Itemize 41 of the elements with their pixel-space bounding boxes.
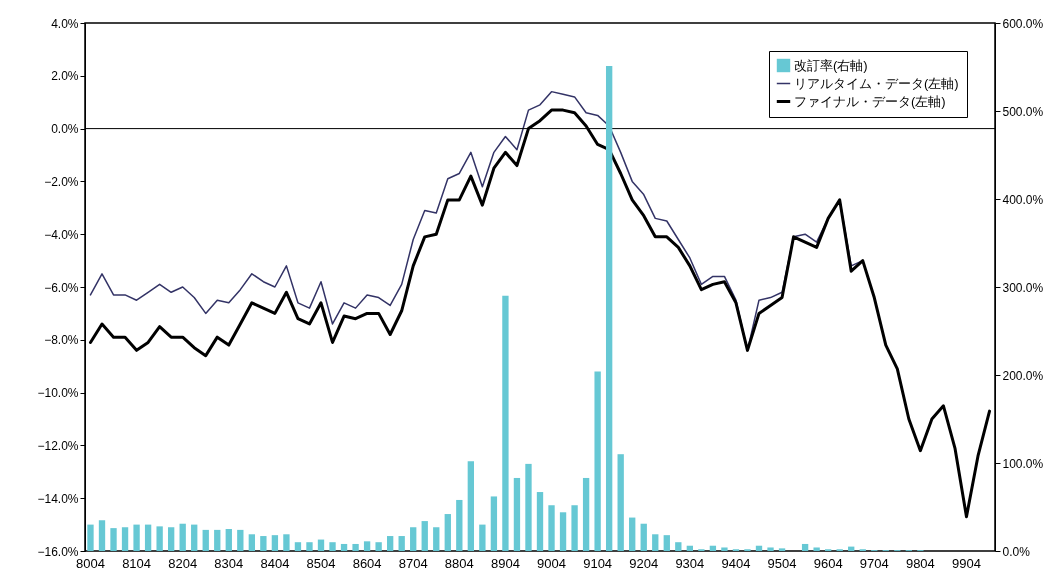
x-tick-label: 9204 [629,555,659,571]
x-tick-label: 9504 [767,555,797,571]
x-tick-label: 8804 [444,555,474,571]
x-tick-label: 8404 [260,555,290,571]
legend-label: 改訂率(右軸) [794,57,868,73]
x-tick-label: 8304 [214,555,244,571]
y-tick-label: −16.0% [37,544,79,559]
y2-tick-label: 400.0% [1002,192,1044,207]
y-tick-label: −10.0% [37,386,79,401]
y-tick-label: 4.0% [51,16,79,31]
y2-tick-label: 500.0% [1002,104,1044,119]
x-tick-label: 8004 [76,555,105,571]
y2-tick-label: 600.0% [1002,16,1044,31]
y-tick-label: −2.0% [44,174,79,189]
x-tick-label: 9604 [813,555,843,571]
x-tick-label: 8704 [398,555,428,571]
x-tick-label: 8504 [306,555,336,571]
x-tick-label: 9404 [721,555,751,571]
y2-tick-label: 0.0% [1002,544,1031,559]
y-tick-label: 2.0% [51,69,79,84]
y-tick-label: −6.0% [44,280,79,295]
x-tick-label: 8904 [490,555,520,571]
legend-label: ファイナル・データ(左軸) [794,93,946,109]
y2-tick-label: 100.0% [1002,456,1044,471]
x-tick-label: 8604 [352,555,382,571]
legend-label: リアルタイム・データ(左軸) [794,75,959,91]
x-tick-label: 9804 [905,555,935,571]
x-tick-label: 9104 [583,555,613,571]
y-tick-label: −4.0% [44,227,79,242]
x-tick-label: 9904 [952,555,981,571]
y-tick-label: −12.0% [37,438,79,453]
y2-tick-label: 300.0% [1002,280,1044,295]
y2-tick-label: 200.0% [1002,368,1044,383]
x-tick-label: 9304 [675,555,705,571]
x-tick-label: 9704 [859,555,889,571]
y-tick-label: −14.0% [37,491,79,506]
y-tick-label: 0.0% [51,122,79,137]
y-tick-label: −8.0% [44,333,79,348]
x-tick-label: 8204 [168,555,198,571]
x-tick-label: 9004 [537,555,566,571]
x-tick-label: 8104 [122,555,152,571]
